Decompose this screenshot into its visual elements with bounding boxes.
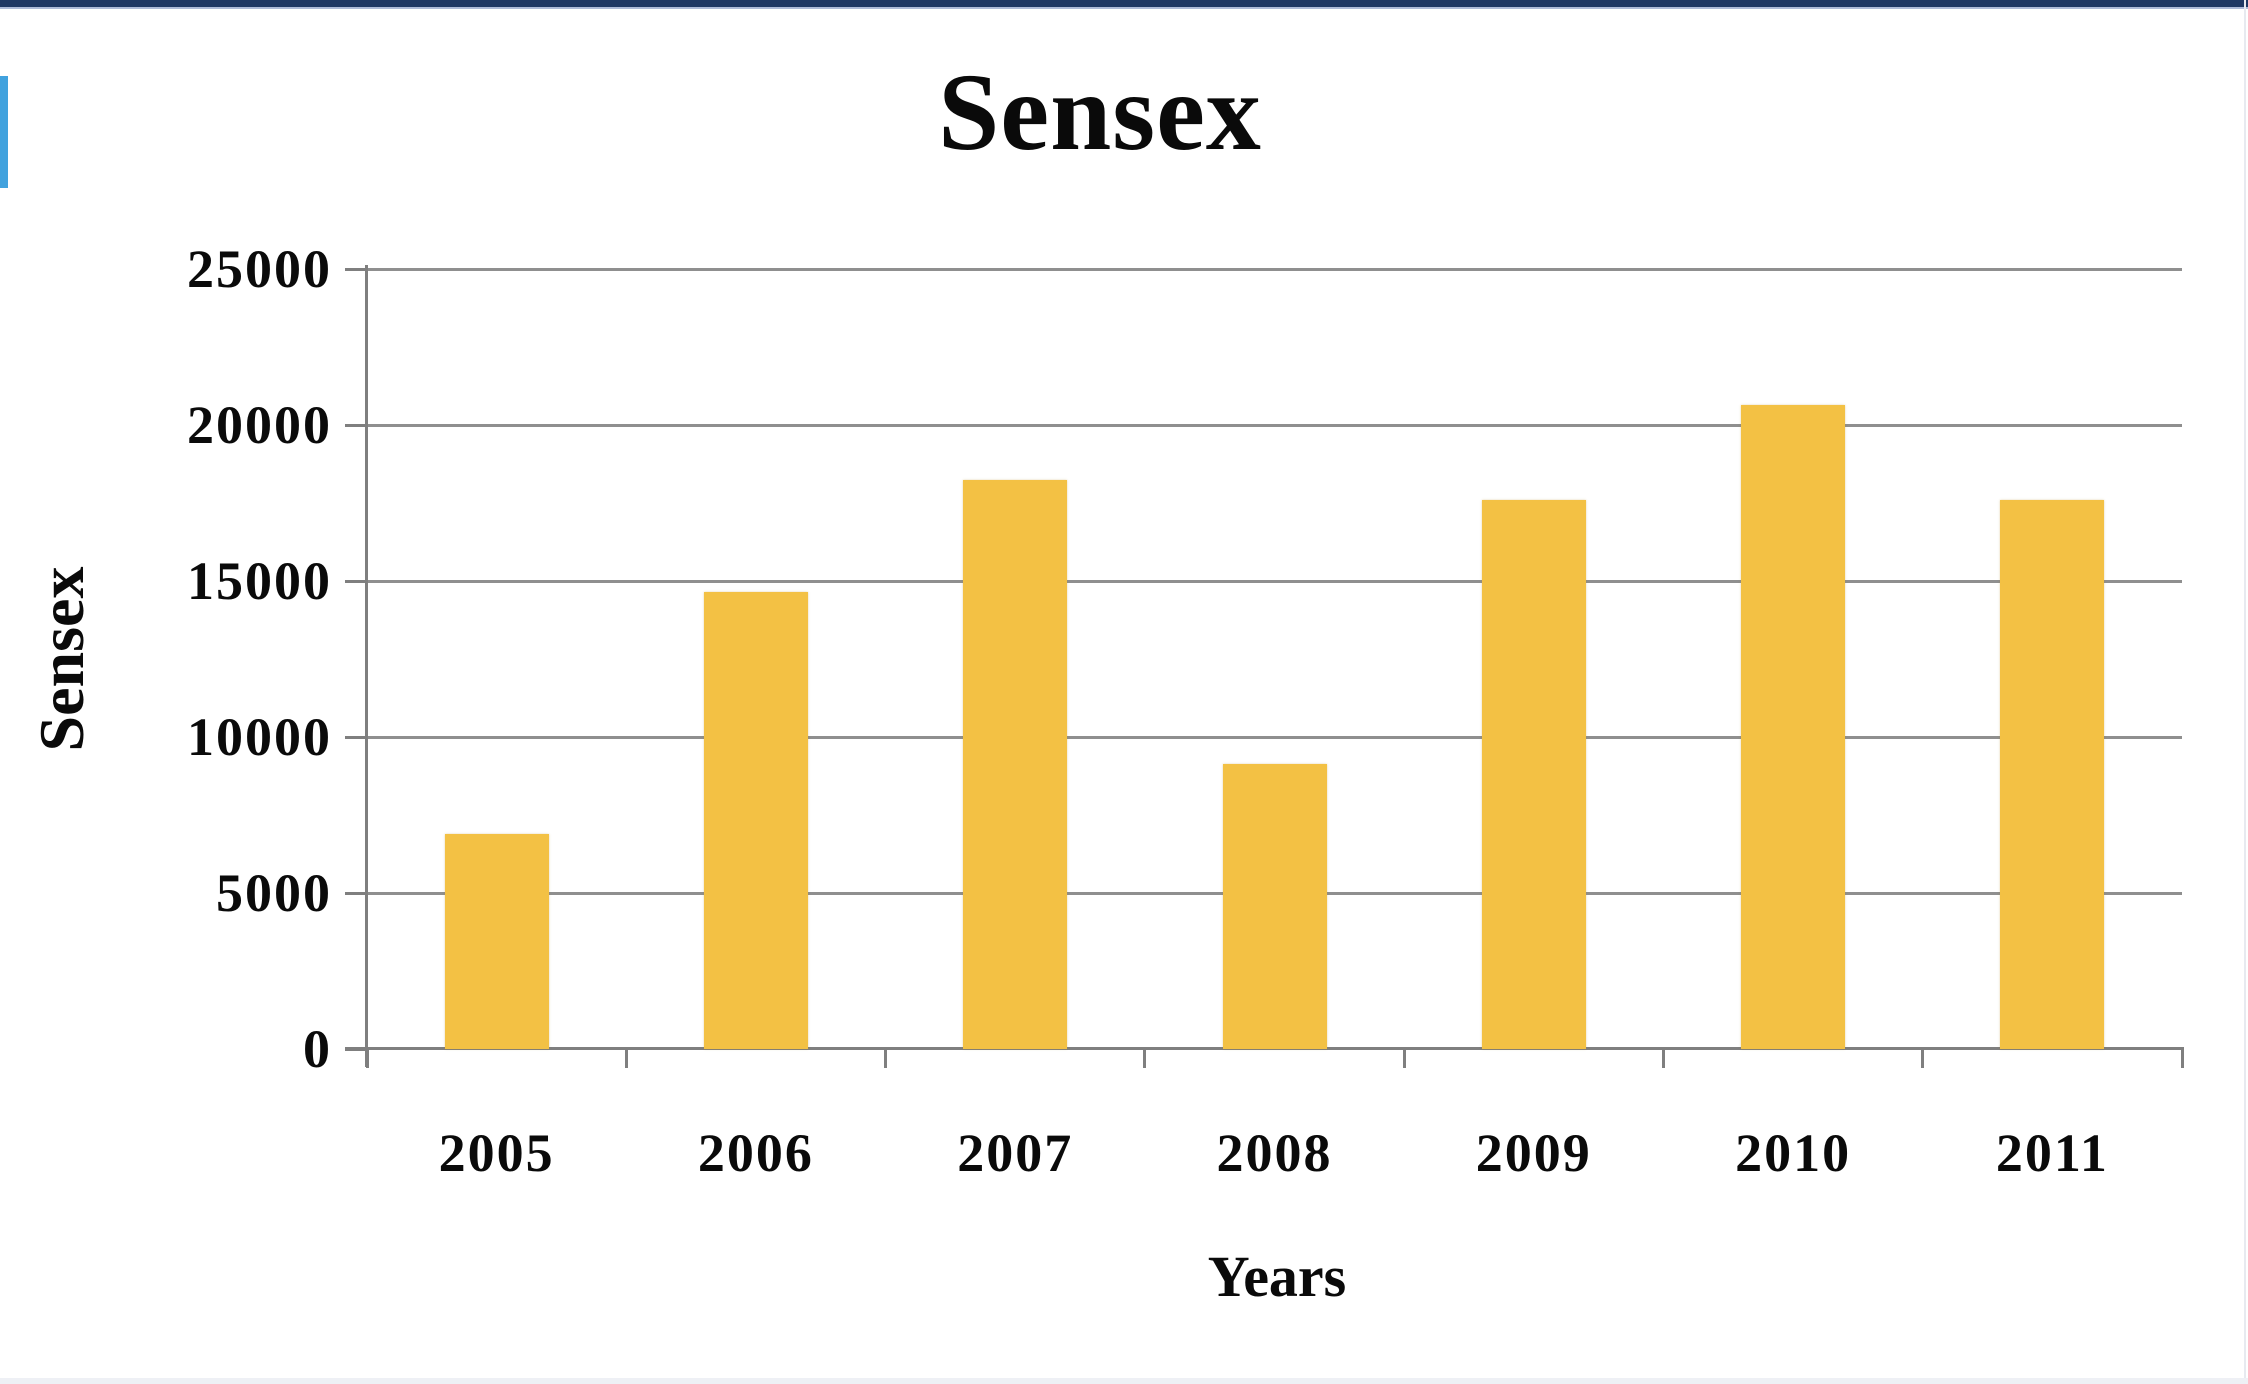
x-axis-tick [1402,1049,1406,1068]
slide-top-border-subline [0,7,2248,9]
x-axis-tick [624,1049,628,1068]
y-axis-tick [345,891,368,895]
x-axis-tick [884,1049,888,1068]
x-tick-label: 2010 [1735,1123,1852,1183]
x-axis-tick [1143,1049,1147,1068]
gridline [367,735,2182,739]
bar-2009 [1482,500,1586,1049]
y-axis-tick [345,267,368,271]
x-tick-label: 2008 [1216,1123,1333,1183]
y-axis-tick [345,579,368,583]
bar-2007 [963,480,1067,1049]
y-axis-tick [345,735,368,739]
x-axis-tick [1661,1049,1665,1068]
x-axis-title: Years [1207,1244,1347,1309]
x-tick-label: 2005 [438,1123,555,1183]
bar-2011 [2000,500,2104,1049]
bar-2006 [704,592,808,1049]
x-axis-tick [1921,1049,1925,1068]
slide-left-accent-bar [0,76,8,188]
bar-2008 [1223,764,1327,1049]
y-tick-label: 25000 [187,239,332,299]
x-axis-tick [365,1049,369,1068]
y-tick-label: 10000 [187,707,332,767]
x-tick-label: 2009 [1475,1123,1592,1183]
x-axis-tick [2180,1049,2184,1068]
x-tick-label: 2007 [957,1123,1074,1183]
gridline [367,423,2182,427]
x-tick-label: 2011 [1995,1123,2109,1183]
x-tick-label: 2006 [697,1123,814,1183]
chart-title: Sensex [938,51,1262,173]
bar-2005 [445,834,549,1049]
y-axis-tick [345,423,368,427]
slide-bottom-strip [0,1378,2248,1384]
slide-top-border [0,0,2248,7]
slide-right-edge-line [2244,0,2246,1384]
y-tick-label: 0 [303,1019,332,1079]
bar-2010 [1741,405,1845,1049]
gridline [367,267,2182,271]
y-tick-label: 5000 [216,863,332,923]
y-tick-label: 15000 [187,551,332,611]
y-axis-line [365,265,368,1067]
y-tick-label: 20000 [187,395,332,455]
gridline [367,579,2182,583]
